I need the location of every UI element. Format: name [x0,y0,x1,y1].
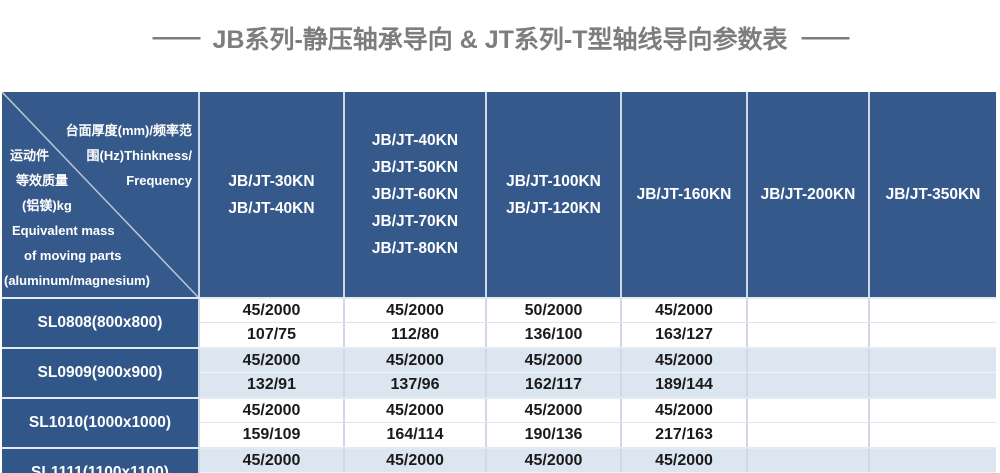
row-label: SL0808(800x800) [2,299,200,347]
header-line: JB/JT-160KN [636,186,732,203]
value-cell [870,399,996,422]
table-group-sl1010: SL1010(1000x1000) 45/2000 45/2000 45/200… [2,397,996,447]
corner-text-line: 围(Hz)Thinkness/ [86,148,192,163]
header-line: JB/JT-70KN [371,213,459,230]
table-row: 132/91 137/96 162/117 189/144 [200,373,996,397]
value-cell: 45/2000 [200,349,345,372]
value-cell: 189/144 [622,373,748,397]
value-cell [748,399,870,422]
value-cell [870,373,996,397]
value-cell: 45/2000 [487,449,622,472]
value-cell: 217/163 [622,423,748,447]
value-cell: 45/2000 [622,299,748,322]
table-header-row: 台面厚度(mm)/频率范 围(Hz)Thinkness/ Frequency 运… [2,92,996,297]
value-cell: 45/2000 [487,349,622,372]
value-cell: 136/100 [487,323,622,347]
value-cell: 107/75 [200,323,345,347]
header-cell-jbjt-160kn: JB/JT-160KN [622,92,748,297]
table-group-sl0808: SL0808(800x800) 45/2000 45/2000 50/2000 … [2,297,996,347]
value-cell [870,449,996,472]
row-label: SL1010(1000x1000) [2,399,200,447]
value-cell [748,423,870,447]
title-right-dash: —— [801,23,850,51]
header-line: JB/JT-60KN [371,186,459,203]
corner-text-line: of moving parts [24,248,122,263]
table-row: 45/2000 45/2000 45/2000 45/2000 [200,449,996,473]
value-cell: 159/109 [200,423,345,447]
row-label: SL1111(1100x1100) [2,449,200,473]
value-cell: 45/2000 [622,449,748,472]
value-cell: 45/2000 [345,449,487,472]
value-cell: 50/2000 [487,299,622,322]
value-cell: 45/2000 [345,299,487,322]
header-line: JB/JT-50KN [371,159,459,176]
table-row: 45/2000 45/2000 45/2000 45/2000 [200,349,996,373]
row-label: SL0909(900x900) [2,349,200,397]
value-cell: 163/127 [622,323,748,347]
corner-text-line: (aluminum/magnesium) [4,273,150,288]
table-row: 159/109 164/114 190/136 217/163 [200,423,996,447]
corner-text-line: (铝镁)kg [22,198,72,213]
value-cell: 45/2000 [200,299,345,322]
header-line: JB/JT-120KN [506,199,601,217]
parameters-table: 台面厚度(mm)/频率范 围(Hz)Thinkness/ Frequency 运… [2,92,996,473]
value-cell: 137/96 [345,373,487,397]
page-title: —— JB系列-静压轴承导向 & JT系列-T型轴线导向参数表 —— [0,20,1000,56]
value-cell: 45/2000 [345,349,487,372]
header-line: JB/JT-40KN [228,199,315,217]
table-row: 45/2000 45/2000 45/2000 45/2000 [200,399,996,423]
value-cell [870,423,996,447]
corner-text-line: 运动件 [10,148,50,163]
value-cell [748,299,870,322]
corner-header-cell: 台面厚度(mm)/频率范 围(Hz)Thinkness/ Frequency 运… [2,92,200,297]
value-cell: 162/117 [487,373,622,397]
header-line: JB/JT-350KN [885,186,981,203]
value-cell [870,323,996,347]
value-cell [748,349,870,372]
value-cell: 45/2000 [200,399,345,422]
value-cell [870,299,996,322]
header-cell-jbjt-200kn: JB/JT-200KN [748,92,870,297]
value-cell: 112/80 [345,323,487,347]
value-cell: 45/2000 [622,399,748,422]
corner-bottom-text: 运动件 等效质量 (铝镁)kg Equivalent mass of movin… [2,143,198,293]
corner-text-line: 台面厚度(mm)/频率范 [65,123,192,138]
header-line: JB/JT-40KN [371,132,459,149]
value-cell: 45/2000 [487,399,622,422]
header-line: JB/JT-80KN [371,240,459,257]
header-line: JB/JT-30KN [228,172,315,190]
header-cell-jbjt-100-120kn: JB/JT-100KN JB/JT-120KN [487,92,622,297]
title-left-dash: —— [152,23,200,51]
value-cell: 164/114 [345,423,487,447]
value-cell [748,323,870,347]
corner-top-text: 台面厚度(mm)/频率范 围(Hz)Thinkness/ Frequency [2,118,192,193]
corner-text-line: 等效质量 [16,173,69,188]
table-row: 107/75 112/80 136/100 163/127 [200,323,996,347]
value-cell [748,449,870,472]
value-cell [748,373,870,397]
value-cell: 45/2000 [345,399,487,422]
page-title-text: JB系列-静压轴承导向 & JT系列-T型轴线导向参数表 [212,26,788,54]
header-cell-jbjt-350kn: JB/JT-350KN [870,92,996,297]
value-cell: 45/2000 [200,449,345,472]
value-cell: 45/2000 [622,349,748,372]
value-cell: 190/136 [487,423,622,447]
value-cell: 132/91 [200,373,345,397]
header-line: JB/JT-100KN [506,172,601,190]
corner-text-line: Frequency [126,173,192,188]
value-cell [870,349,996,372]
header-cell-jbjt-40-80kn: JB/JT-40KN JB/JT-50KN JB/JT-60KN JB/JT-7… [345,92,487,297]
table-row: 45/2000 45/2000 50/2000 45/2000 [200,299,996,323]
table-group-sl1111: SL1111(1100x1100) 45/2000 45/2000 45/200… [2,447,996,473]
header-cell-jbjt-30-40kn: JB/JT-30KN JB/JT-40KN [200,92,345,297]
table-group-sl0909: SL0909(900x900) 45/2000 45/2000 45/2000 … [2,347,996,397]
corner-text-line: Equivalent mass [12,223,115,238]
header-line: JB/JT-200KN [760,186,856,203]
corner-diagonal-line [2,92,198,297]
